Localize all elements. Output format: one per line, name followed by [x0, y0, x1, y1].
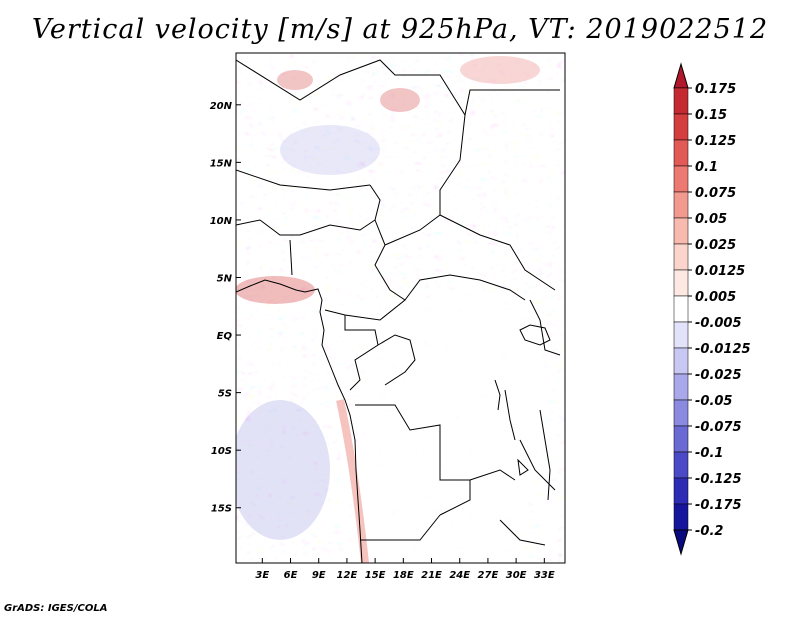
velocity-field: [236, 53, 565, 563]
colorbar-segment: [673, 243, 689, 271]
colorbar-segment: [673, 269, 689, 297]
lon-tick-label: 30E: [506, 570, 527, 581]
colorbar-label: 0.075: [695, 186, 736, 201]
colorbar-segment: [673, 451, 689, 479]
lat-tick-label: 5S: [218, 389, 232, 400]
colorbar-segment: [673, 399, 689, 427]
latitude-axis: 20N 15N 10N 5N EQ 5S 10S 15S: [210, 101, 241, 515]
colorbar-segment: [673, 139, 689, 167]
lon-tick-label: 21E: [421, 570, 442, 581]
borders: [236, 59, 561, 563]
lon-tick-label: 27E: [478, 570, 499, 581]
colorbar-segment: [673, 295, 689, 323]
colorbar-segment: [673, 373, 689, 401]
lat-tick-label: EQ: [217, 331, 233, 342]
colorbar-label: 0.125: [695, 134, 736, 149]
colorbar-label: 0.1: [695, 160, 718, 175]
chart-title: Vertical velocity [m/s] at 925hPa, VT: 2…: [31, 14, 769, 45]
map-frame: [235, 52, 566, 564]
lon-tick-label: 6E: [284, 570, 298, 581]
colorbar-bottom-triangle: [673, 529, 689, 556]
colorbar-segment: [673, 191, 689, 219]
colorbar-top-triangle: [673, 62, 689, 89]
grads-credit: GrADS: IGES/COLA: [4, 603, 108, 614]
colorbar-label: -0.075: [695, 420, 742, 435]
colorbar-label: -0.1: [695, 446, 723, 461]
colorbar-label: 0.005: [695, 290, 736, 305]
colorbar-segment: [673, 503, 689, 531]
lon-tick-label: 12E: [337, 570, 358, 581]
colorbar-label: 0.0125: [695, 264, 745, 279]
lon-tick-label: 3E: [255, 570, 269, 581]
lat-tick-label: 10N: [210, 216, 233, 227]
colorbar-label: 0.05: [695, 212, 727, 227]
colorbar-label: 0.175: [695, 82, 736, 97]
colorbar-label: -0.05: [695, 394, 732, 409]
lat-tick-label: 5N: [217, 273, 233, 284]
colorbar-segment: [673, 165, 689, 193]
colorbar-label: 0.025: [695, 238, 736, 253]
colorbar-label: -0.005: [695, 316, 742, 331]
lon-tick-label: 9E: [312, 570, 326, 581]
colorbar-segment: [673, 321, 689, 349]
colorbar-segment: [673, 477, 689, 505]
colorbar-segment: [673, 425, 689, 453]
lon-tick-label: 15E: [365, 570, 386, 581]
lat-tick-label: 15S: [211, 504, 232, 515]
colorbar-segment: [673, 113, 689, 141]
lon-tick-label: 18E: [393, 570, 414, 581]
colorbar-label: -0.0125: [695, 342, 751, 357]
colorbar-label: -0.175: [695, 498, 742, 513]
colorbar-label: -0.025: [695, 368, 742, 383]
colorbar-segment: [673, 217, 689, 245]
colorbar-label: 0.15: [695, 108, 727, 123]
longitude-axis: 3E 6E 9E 12E 15E 18E 21E 24E 27E 30E 33E: [255, 558, 555, 581]
colorbar: 0.175 0.15 0.125 0.1 0.075 0.05 0.025 0.0125 0.0…: [673, 62, 751, 556]
colorbar-label: -0.125: [695, 472, 742, 487]
lat-tick-label: 10S: [211, 446, 232, 457]
colorbar-label: -0.2: [695, 524, 723, 539]
lon-tick-label: 33E: [534, 570, 555, 581]
colorbar-segment: [673, 87, 689, 115]
lat-tick-label: 15N: [210, 158, 233, 169]
lon-tick-label: 24E: [449, 570, 470, 581]
lat-tick-label: 20N: [210, 101, 233, 112]
colorbar-segment: [673, 347, 689, 375]
